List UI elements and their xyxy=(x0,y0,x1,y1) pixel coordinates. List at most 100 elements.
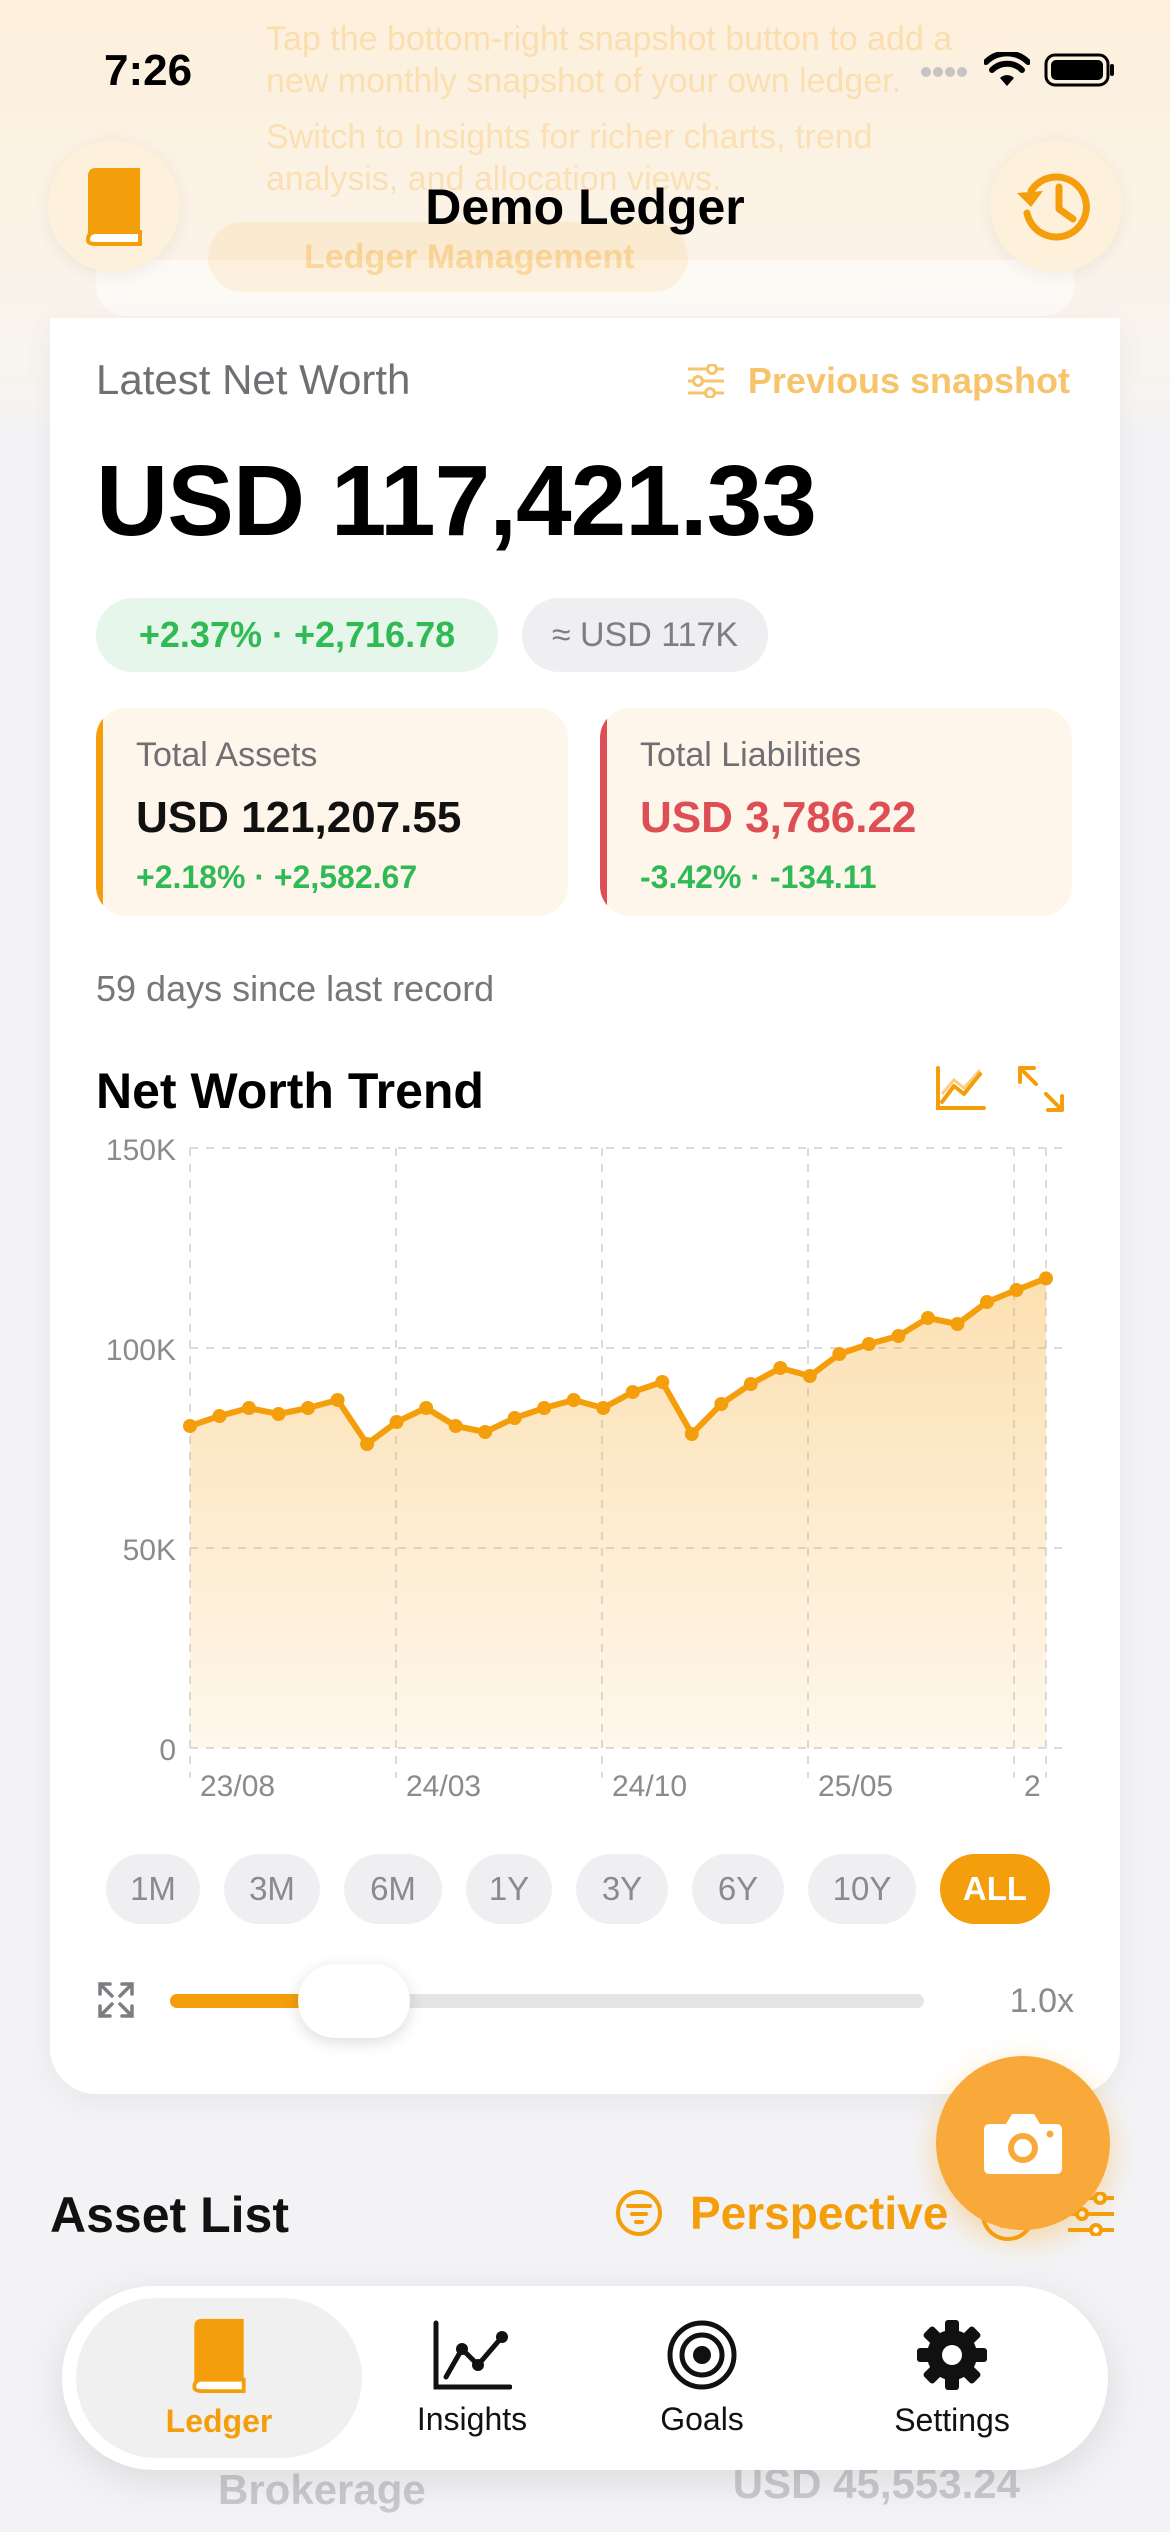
data-point xyxy=(212,1409,227,1423)
ghost-ledger-management-button: Ledger Management xyxy=(208,222,688,292)
history-button[interactable] xyxy=(990,140,1122,272)
range-1m[interactable]: 1M xyxy=(106,1854,200,1924)
brokerage-chart-icon xyxy=(88,2468,180,2532)
data-point xyxy=(301,1401,316,1415)
data-point xyxy=(566,1393,581,1407)
ghost-hint-line-2: new monthly snapshot of your own ledger. xyxy=(266,62,902,100)
data-point xyxy=(330,1393,345,1407)
add-snapshot-button[interactable] xyxy=(936,2056,1110,2230)
range-3m[interactable]: 3M xyxy=(224,1854,320,1924)
data-point xyxy=(684,1427,699,1441)
wifi-icon xyxy=(984,52,1030,86)
x-tick-label: 25/05 xyxy=(818,1770,893,1803)
range-6y[interactable]: 6Y xyxy=(692,1854,784,1924)
data-point xyxy=(1009,1283,1024,1297)
data-point xyxy=(655,1375,670,1389)
status-icons xyxy=(920,52,1116,88)
book-icon xyxy=(192,2318,246,2393)
ledger-book-button[interactable] xyxy=(48,140,180,272)
range-all[interactable]: ALL xyxy=(940,1854,1050,1924)
history-icon xyxy=(1017,173,1090,241)
data-point xyxy=(861,1337,876,1351)
y-tick-label: 150K xyxy=(106,1134,176,1167)
latest-net-worth-label: Latest Net Worth xyxy=(96,356,411,403)
zoom-value: 1.0x xyxy=(1009,1982,1074,2020)
data-point xyxy=(596,1401,611,1415)
tab-goals-label: Goals xyxy=(660,2400,744,2437)
filter-circle-icon xyxy=(616,2190,662,2236)
perspective-button[interactable]: Perspective xyxy=(614,2186,948,2240)
y-tick-label: 50K xyxy=(123,1534,176,1567)
tab-insights[interactable]: Insights xyxy=(392,2286,552,2470)
total-assets-label: Total Assets xyxy=(136,736,318,774)
settings-sliders-icon[interactable] xyxy=(1066,2192,1116,2236)
x-tick-label: 2 xyxy=(1024,1770,1041,1803)
tab-goals[interactable]: Goals xyxy=(632,2286,772,2470)
fit-zoom-icon[interactable] xyxy=(96,1980,136,2020)
asset-row-name: Brokerage xyxy=(218,2466,426,2513)
tab-ledger[interactable]: Ledger xyxy=(76,2298,362,2458)
asset-list-title: Asset List xyxy=(50,2187,289,2243)
assets-accent-bar xyxy=(96,708,103,916)
asset-row-brokerage[interactable]: Brokerage USD 45,553.24 xyxy=(80,2460,1080,2532)
data-point xyxy=(448,1419,463,1433)
net-worth-change-pill: +2.37% · +2,716.78 xyxy=(96,598,498,672)
data-point xyxy=(537,1401,552,1415)
signal-icon xyxy=(921,67,967,77)
data-point xyxy=(183,1419,197,1433)
data-point xyxy=(714,1397,729,1411)
range-6m[interactable]: 6M xyxy=(344,1854,442,1924)
book-icon xyxy=(85,168,142,246)
data-point xyxy=(271,1407,286,1421)
range-3y[interactable]: 3Y xyxy=(576,1854,668,1924)
trend-title: Net Worth Trend xyxy=(96,1063,484,1119)
expand-icon[interactable] xyxy=(1016,1064,1066,1114)
data-point xyxy=(389,1415,404,1429)
range-1y[interactable]: 1Y xyxy=(466,1854,552,1924)
ghost-hint-line-4: analysis, and allocation views. xyxy=(266,160,722,198)
target-icon xyxy=(667,2320,737,2389)
gear-icon xyxy=(917,2319,987,2390)
tab-settings-label: Settings xyxy=(894,2401,1010,2438)
data-point xyxy=(242,1401,257,1415)
range-10y[interactable]: 10Y xyxy=(808,1854,916,1924)
tab-bar: Ledger Insights Goals Settings xyxy=(62,2286,1108,2470)
camera-icon xyxy=(984,2114,1062,2174)
data-point xyxy=(802,1369,817,1383)
data-point xyxy=(891,1329,906,1343)
total-liabilities-card[interactable]: Total Liabilities USD 3,786.22 -3.42% · … xyxy=(600,708,1072,916)
total-assets-value: USD 121,207.55 xyxy=(136,793,462,842)
total-liabilities-label: Total Liabilities xyxy=(640,736,862,774)
page-title: Demo Ledger xyxy=(425,179,745,235)
total-assets-change: +2.18% · +2,582.67 xyxy=(136,859,418,895)
trend-actions xyxy=(934,1064,1066,1114)
zoom-slider-thumb[interactable] xyxy=(298,1964,410,2038)
data-point xyxy=(979,1295,994,1309)
y-tick-label: 100K xyxy=(106,1334,176,1367)
chart-style-icon[interactable] xyxy=(934,1064,986,1112)
y-tick-label: 0 xyxy=(159,1734,176,1767)
net-worth-value: USD 117,421.33 xyxy=(96,445,817,557)
data-point xyxy=(419,1401,434,1415)
x-tick-label: 24/03 xyxy=(406,1770,481,1803)
data-point xyxy=(478,1425,493,1439)
ghost-hint-line-3: Switch to Insights for richer charts, tr… xyxy=(266,118,873,156)
total-assets-card[interactable]: Total Assets USD 121,207.55 +2.18% · +2,… xyxy=(96,708,568,916)
data-point xyxy=(743,1377,758,1391)
data-point xyxy=(920,1311,935,1325)
total-liabilities-change: -3.42% · -134.11 xyxy=(640,859,877,895)
previous-snapshot-label: Previous snapshot xyxy=(747,360,1070,401)
battery-icon xyxy=(1044,53,1114,87)
data-point xyxy=(507,1411,522,1425)
sliders-icon xyxy=(687,364,724,398)
x-tick-label: 23/08 xyxy=(200,1770,275,1803)
tab-insights-label: Insights xyxy=(416,2400,528,2437)
ghost-card xyxy=(96,260,1074,316)
data-point xyxy=(950,1317,965,1331)
tab-settings[interactable]: Settings xyxy=(862,2286,1042,2470)
net-worth-trend-chart[interactable]: 150K 100K 50K 0 23/08 24/03 24/10 25/05 2 xyxy=(50,1130,1090,1830)
zoom-slider-fill xyxy=(170,1994,320,2008)
previous-snapshot-button[interactable]: Previous snapshot xyxy=(686,360,1070,402)
data-point xyxy=(773,1361,788,1375)
liabilities-accent-bar xyxy=(600,708,607,916)
